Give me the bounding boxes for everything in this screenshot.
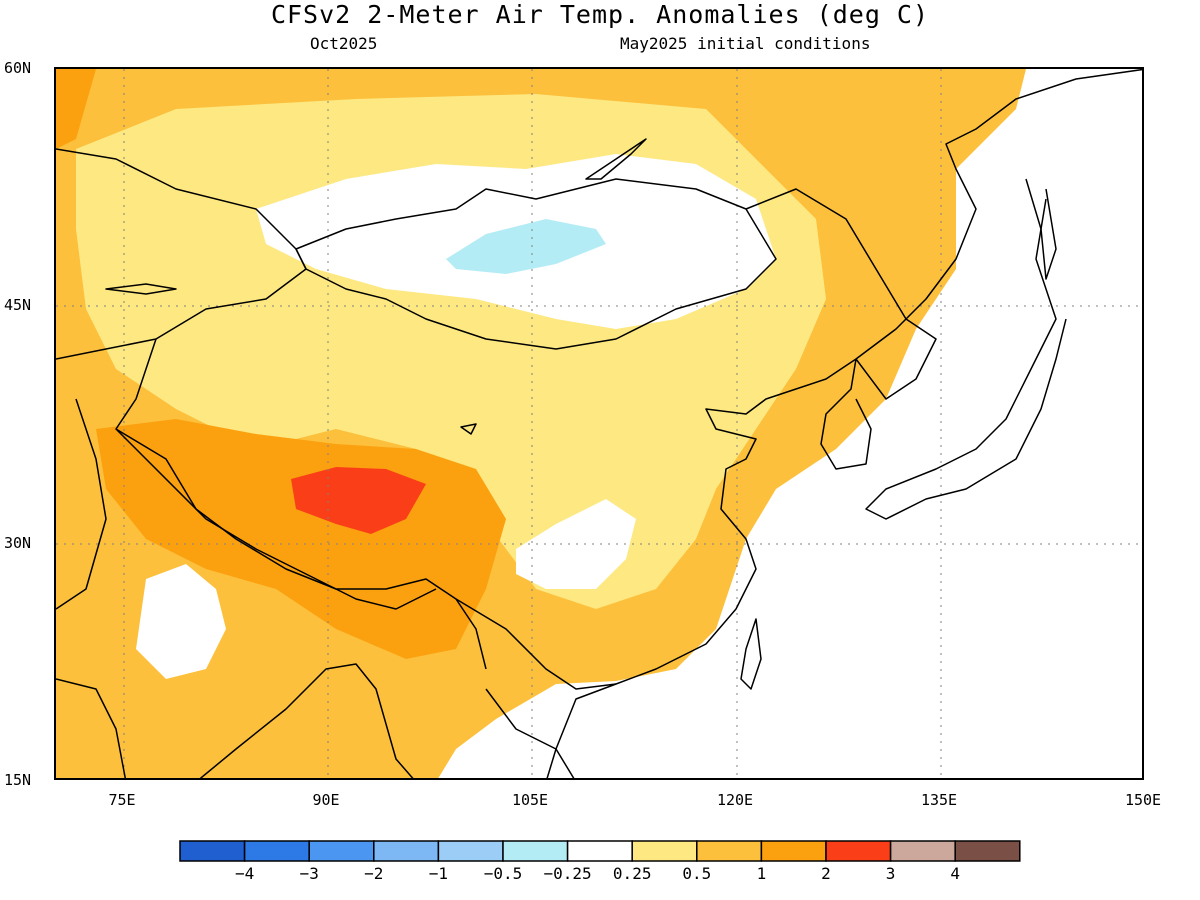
border-mongolia xyxy=(295,178,777,350)
legend-label: −2 xyxy=(364,864,384,883)
initial-conditions: May2025 initial conditions xyxy=(620,34,871,53)
map-grid xyxy=(56,69,1142,778)
forecast-month: Oct2025 xyxy=(310,34,378,53)
lon-label-135e: 135E xyxy=(920,791,958,809)
border-kazakhstan xyxy=(56,148,307,360)
lon-label-120e: 120E xyxy=(716,791,754,809)
anomaly-map xyxy=(56,69,1142,778)
lake-baikal xyxy=(585,138,647,180)
coastlines-and-borders xyxy=(56,69,1142,778)
lat-label-30n: 30N xyxy=(4,534,32,552)
lat-label-15n: 15N xyxy=(4,771,32,789)
coastline-indochina xyxy=(485,688,575,778)
coastline-japan xyxy=(865,198,1067,520)
legend-label: −1 xyxy=(428,864,449,883)
legend-label: −0.5 xyxy=(483,864,523,883)
border-india-pakistan xyxy=(56,398,107,610)
coastline-sakhalin xyxy=(1025,178,1057,280)
anomaly-shading xyxy=(56,69,1026,778)
coastline-korea xyxy=(820,358,872,470)
lon-label-150e: 150E xyxy=(1124,791,1162,809)
legend-swatch xyxy=(760,840,827,862)
legend-swatch xyxy=(631,840,698,862)
legend-swatch xyxy=(502,840,569,862)
coastline-taiwan xyxy=(740,618,762,690)
legend-label: 1 xyxy=(756,864,767,883)
map-area xyxy=(54,67,1144,780)
legend-swatch xyxy=(696,840,763,862)
map-title: CFSv2 2-Meter Air Temp. Anomalies (deg C… xyxy=(270,0,930,29)
legend-label: 0.5 xyxy=(682,864,712,883)
lake-qinghai xyxy=(460,423,477,435)
lake-balkhash xyxy=(105,283,177,295)
border-himalaya xyxy=(115,428,437,610)
lon-label-105e: 105E xyxy=(511,791,549,809)
legend-label: 2 xyxy=(821,864,831,883)
anomaly-band-hot xyxy=(291,467,426,534)
coastline-india xyxy=(56,678,127,778)
legend-swatch xyxy=(179,840,246,862)
coastline-east-asia xyxy=(546,69,1142,778)
border-russia-china xyxy=(745,188,937,400)
legend-swatch xyxy=(566,840,633,862)
coastline-bay-of-bengal xyxy=(199,663,414,778)
lon-label-75e: 75E xyxy=(108,791,136,809)
anomaly-band-neutral-india xyxy=(136,564,226,679)
legend-swatch xyxy=(373,840,440,862)
legend-swatch xyxy=(825,840,892,862)
lat-label-60n: 60N xyxy=(4,59,32,77)
legend-swatch xyxy=(243,840,310,862)
lat-label-45n: 45N xyxy=(4,296,32,314)
legend-label: 3 xyxy=(885,864,896,883)
legend-swatch xyxy=(954,840,1021,862)
color-legend xyxy=(179,840,1021,862)
anomaly-band-northwest xyxy=(56,69,96,149)
legend-label: 4 xyxy=(950,864,961,883)
legend-label: −4 xyxy=(234,864,255,883)
legend-swatch xyxy=(889,840,956,862)
border-southeast-asia xyxy=(455,598,617,690)
lon-label-90e: 90E xyxy=(312,791,340,809)
legend-swatch xyxy=(308,840,375,862)
legend-label: −0.25 xyxy=(543,864,592,883)
anomaly-band-cool xyxy=(446,219,606,274)
legend-label: 0.25 xyxy=(612,864,652,883)
legend-swatch xyxy=(437,840,504,862)
legend-label: −3 xyxy=(299,864,319,883)
